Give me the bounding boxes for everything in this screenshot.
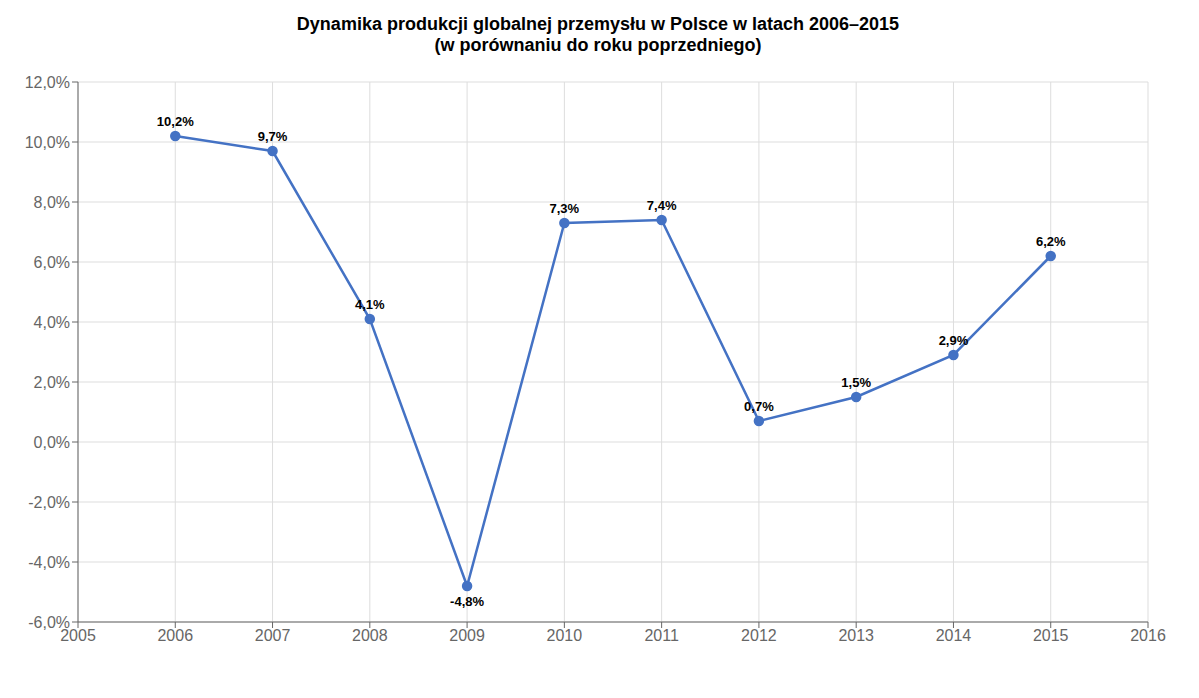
svg-text:-4,0%: -4,0%: [28, 554, 70, 571]
svg-text:9,7%: 9,7%: [258, 129, 288, 144]
html-text:Dynamika produkcji globalnej p: Dynamika produkcji globalnej przemysłu w…: [296, 14, 900, 34]
svg-text:2012: 2012: [741, 627, 777, 644]
svg-text:0,0%: 0,0%: [34, 434, 70, 451]
svg-text:2015: 2015: [1033, 627, 1069, 644]
svg-text:2,0%: 2,0%: [34, 374, 70, 391]
svg-text:2005: 2005: [60, 627, 96, 645]
svg-text:4,0%: 4,0%: [34, 314, 70, 331]
svg-text:2007: 2007: [255, 627, 291, 644]
html-text:(w porównaniu do roku poprzedn: (w porównaniu do roku poprzedniego): [434, 35, 762, 55]
svg-text:1,5%: 1,5%: [841, 375, 871, 390]
svg-text:2016: 2016: [1130, 627, 1166, 644]
svg-text:2009: 2009: [449, 627, 485, 644]
svg-text:7,3%: 7,3%: [550, 201, 580, 216]
svg-text:8,0%: 8,0%: [34, 194, 70, 211]
svg-text:-6,0%: -6,0%: [28, 614, 70, 631]
svg-text:2011: 2011: [644, 627, 679, 644]
svg-text:2008: 2008: [352, 627, 388, 644]
svg-text:2010: 2010: [547, 627, 583, 644]
svg-text:10,0%: 10,0%: [25, 134, 70, 151]
svg-text:2014: 2014: [936, 627, 972, 644]
svg-text:2013: 2013: [838, 627, 874, 644]
svg-text:2006: 2006: [157, 627, 193, 644]
svg-text:6,2%: 6,2%: [1036, 234, 1066, 249]
svg-text:6,0%: 6,0%: [34, 254, 70, 271]
svg-text:7,4%: 7,4%: [647, 198, 677, 213]
svg-text:-2,0%: -2,0%: [28, 494, 70, 511]
svg-text:-4,8%: -4,8%: [450, 594, 484, 609]
svg-text:12,0%: 12,0%: [25, 74, 70, 91]
svg-text:10,2%: 10,2%: [157, 114, 194, 129]
svg-text:0,7%: 0,7%: [744, 399, 774, 414]
svg-text:2,9%: 2,9%: [939, 333, 969, 348]
svg-text:4,1%: 4,1%: [355, 297, 385, 312]
